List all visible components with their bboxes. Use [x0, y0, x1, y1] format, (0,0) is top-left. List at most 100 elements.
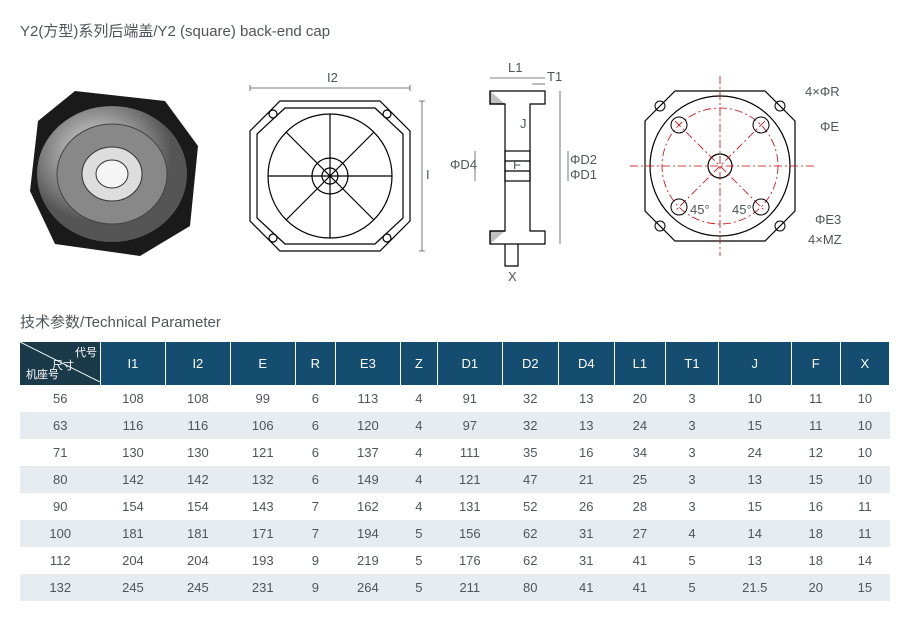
table-cell: 13 — [718, 466, 791, 493]
table-cell: 31 — [558, 547, 614, 574]
table-cell: 7 — [295, 520, 335, 547]
table-cell: 143 — [230, 493, 295, 520]
table-cell: 113 — [335, 385, 400, 412]
table-cell: 3 — [666, 466, 719, 493]
table-cell: 130 — [101, 439, 166, 466]
page-title: Y2(方型)系列后端盖/Y2 (square) back-end cap — [20, 20, 890, 41]
table-cell: 20 — [614, 385, 665, 412]
table-cell: 11 — [791, 412, 840, 439]
svg-text:尺寸: 尺寸 — [52, 358, 74, 372]
table-cell: 10 — [840, 412, 889, 439]
table-cell: 80 — [502, 574, 558, 601]
row-key: 56 — [20, 385, 101, 412]
table-cell: 171 — [230, 520, 295, 547]
table-cell: 204 — [101, 547, 166, 574]
table-cell: 15 — [718, 493, 791, 520]
table-header: R — [295, 342, 335, 385]
table-cell: 4 — [400, 493, 437, 520]
table-header: Z — [400, 342, 437, 385]
table-header: X — [840, 342, 889, 385]
label-I2: I2 — [327, 70, 338, 85]
table-cell: 142 — [165, 466, 230, 493]
label-L1: L1 — [508, 60, 522, 75]
table-cell: 16 — [791, 493, 840, 520]
table-cell: 120 — [335, 412, 400, 439]
table-row: 80142142132614941214721253131510 — [20, 466, 890, 493]
table-cell: 5 — [400, 520, 437, 547]
row-key: 112 — [20, 547, 101, 574]
table-header: D2 — [502, 342, 558, 385]
table-cell: 131 — [437, 493, 502, 520]
table-cell: 12 — [791, 439, 840, 466]
table-cell: 10 — [840, 385, 889, 412]
diagram-rear: 4×ΦR ΦE ΦE3 4×MZ 45° 45° — [620, 66, 850, 276]
table-cell: 137 — [335, 439, 400, 466]
diagram-side: L1 T1 J ΦD4 F ΦD2 ΦD1 X — [450, 56, 600, 286]
label-E3: ΦE3 — [815, 212, 841, 227]
table-cell: 211 — [437, 574, 502, 601]
label-E: ΦE — [820, 119, 839, 134]
row-key: 132 — [20, 574, 101, 601]
table-cell: 47 — [502, 466, 558, 493]
label-ang2: 45° — [732, 202, 752, 217]
table-cell: 91 — [437, 385, 502, 412]
table-cell: 4 — [400, 412, 437, 439]
table-cell: 108 — [165, 385, 230, 412]
table-corner-cell: 代号机座号尺寸 — [20, 342, 101, 385]
table-cell: 25 — [614, 466, 665, 493]
svg-text:代号: 代号 — [75, 346, 97, 359]
table-cell: 21.5 — [718, 574, 791, 601]
table-cell: 27 — [614, 520, 665, 547]
table-cell: 108 — [101, 385, 166, 412]
table-cell: 4 — [666, 520, 719, 547]
table-cell: 34 — [614, 439, 665, 466]
row-key: 71 — [20, 439, 101, 466]
table-cell: 245 — [165, 574, 230, 601]
diagram-row: I2 I1 L1 T1 J ΦD4 F ΦD2 — [20, 56, 890, 286]
table-cell: 6 — [295, 385, 335, 412]
table-cell: 121 — [230, 439, 295, 466]
table-cell: 32 — [502, 412, 558, 439]
table-cell: 13 — [718, 547, 791, 574]
table-cell: 14 — [718, 520, 791, 547]
table-header: J — [718, 342, 791, 385]
table-cell: 121 — [437, 466, 502, 493]
table-cell: 5 — [400, 547, 437, 574]
table-header: E — [230, 342, 295, 385]
table-cell: 10 — [718, 385, 791, 412]
label-D1: ΦD1 — [570, 167, 597, 182]
table-cell: 204 — [165, 547, 230, 574]
table-cell: 4 — [400, 385, 437, 412]
table-cell: 31 — [558, 520, 614, 547]
table-cell: 156 — [437, 520, 502, 547]
row-key: 90 — [20, 493, 101, 520]
table-cell: 3 — [666, 412, 719, 439]
row-key: 80 — [20, 466, 101, 493]
table-cell: 181 — [165, 520, 230, 547]
table-cell: 10 — [840, 466, 889, 493]
table-cell: 111 — [437, 439, 502, 466]
table-row: 112204204193921951766231415131814 — [20, 547, 890, 574]
table-cell: 116 — [165, 412, 230, 439]
table-cell: 176 — [437, 547, 502, 574]
table-cell: 9 — [295, 547, 335, 574]
table-cell: 6 — [295, 412, 335, 439]
table-header: D4 — [558, 342, 614, 385]
label-F: F — [513, 157, 521, 172]
row-key: 100 — [20, 520, 101, 547]
table-cell: 132 — [230, 466, 295, 493]
diagram-front: I2 I1 — [230, 66, 430, 276]
label-MZ: 4×MZ — [808, 232, 842, 247]
table-cell: 6 — [295, 466, 335, 493]
table-cell: 142 — [101, 466, 166, 493]
table-header: F — [791, 342, 840, 385]
table-cell: 62 — [502, 547, 558, 574]
table-header: D1 — [437, 342, 502, 385]
table-cell: 11 — [840, 493, 889, 520]
table-cell: 18 — [791, 547, 840, 574]
parameter-table: 代号机座号尺寸I1I2ERE3ZD1D2D4L1T1JFX 5610810899… — [20, 342, 890, 601]
table-cell: 24 — [614, 412, 665, 439]
label-D2: ΦD2 — [570, 152, 597, 167]
table-cell: 7 — [295, 493, 335, 520]
table-cell: 11 — [791, 385, 840, 412]
